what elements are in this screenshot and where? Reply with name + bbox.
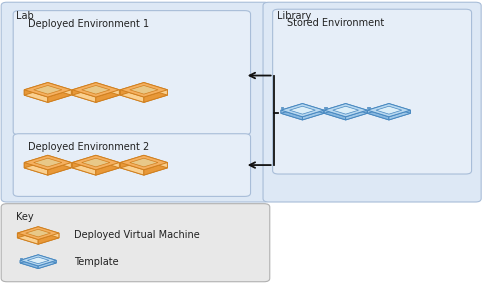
Polygon shape bbox=[367, 107, 410, 120]
Text: Stored Environment: Stored Environment bbox=[287, 18, 384, 28]
Polygon shape bbox=[72, 88, 120, 102]
Text: Lab: Lab bbox=[15, 11, 33, 21]
Polygon shape bbox=[367, 104, 410, 117]
Polygon shape bbox=[96, 162, 120, 175]
Polygon shape bbox=[48, 90, 71, 102]
Polygon shape bbox=[144, 162, 167, 175]
Polygon shape bbox=[24, 90, 48, 102]
Polygon shape bbox=[72, 155, 96, 168]
FancyBboxPatch shape bbox=[13, 11, 251, 135]
Polygon shape bbox=[96, 90, 120, 102]
Polygon shape bbox=[324, 104, 367, 117]
Polygon shape bbox=[72, 155, 120, 170]
Polygon shape bbox=[96, 83, 120, 95]
Polygon shape bbox=[121, 155, 144, 168]
Polygon shape bbox=[324, 110, 346, 120]
Bar bbox=[367, 107, 370, 108]
Polygon shape bbox=[281, 104, 324, 117]
Polygon shape bbox=[72, 161, 120, 175]
Polygon shape bbox=[24, 88, 71, 102]
Polygon shape bbox=[281, 107, 324, 120]
FancyBboxPatch shape bbox=[1, 2, 270, 202]
Polygon shape bbox=[20, 258, 56, 269]
Polygon shape bbox=[24, 155, 71, 170]
Polygon shape bbox=[48, 162, 71, 175]
Polygon shape bbox=[289, 106, 315, 114]
Polygon shape bbox=[130, 158, 158, 167]
Polygon shape bbox=[121, 83, 144, 95]
Polygon shape bbox=[17, 231, 59, 244]
Polygon shape bbox=[144, 155, 167, 168]
Polygon shape bbox=[72, 90, 96, 102]
Polygon shape bbox=[26, 229, 51, 237]
Polygon shape bbox=[17, 227, 38, 238]
FancyBboxPatch shape bbox=[13, 134, 251, 196]
Polygon shape bbox=[72, 83, 120, 97]
Polygon shape bbox=[376, 106, 402, 114]
Bar bbox=[324, 107, 327, 108]
Polygon shape bbox=[82, 85, 110, 94]
Polygon shape bbox=[121, 90, 144, 102]
Polygon shape bbox=[34, 85, 62, 94]
Polygon shape bbox=[72, 83, 96, 95]
Polygon shape bbox=[72, 162, 96, 175]
Polygon shape bbox=[324, 107, 367, 120]
Polygon shape bbox=[130, 85, 158, 94]
Polygon shape bbox=[24, 83, 71, 97]
FancyBboxPatch shape bbox=[1, 204, 270, 282]
Polygon shape bbox=[121, 161, 167, 175]
Polygon shape bbox=[389, 110, 410, 120]
Polygon shape bbox=[82, 158, 110, 167]
Polygon shape bbox=[24, 161, 71, 175]
Polygon shape bbox=[324, 104, 346, 113]
Polygon shape bbox=[389, 104, 410, 113]
Polygon shape bbox=[302, 110, 324, 120]
Polygon shape bbox=[346, 104, 367, 113]
Polygon shape bbox=[28, 257, 49, 264]
Bar bbox=[20, 258, 22, 259]
Polygon shape bbox=[20, 255, 38, 263]
Polygon shape bbox=[24, 83, 48, 95]
Polygon shape bbox=[121, 155, 167, 170]
Text: Deployed Environment 1: Deployed Environment 1 bbox=[28, 19, 149, 29]
Polygon shape bbox=[38, 227, 59, 238]
Polygon shape bbox=[20, 255, 56, 266]
Polygon shape bbox=[24, 162, 48, 175]
Polygon shape bbox=[48, 83, 71, 95]
Text: Deployed Environment 2: Deployed Environment 2 bbox=[28, 142, 149, 152]
Polygon shape bbox=[302, 104, 324, 113]
Polygon shape bbox=[367, 104, 389, 113]
Polygon shape bbox=[24, 155, 48, 168]
Text: Library: Library bbox=[277, 11, 312, 21]
Text: Deployed Virtual Machine: Deployed Virtual Machine bbox=[74, 230, 200, 240]
Polygon shape bbox=[281, 110, 302, 120]
Polygon shape bbox=[96, 155, 120, 168]
Polygon shape bbox=[121, 88, 167, 102]
Text: Template: Template bbox=[74, 257, 119, 267]
Polygon shape bbox=[346, 110, 367, 120]
Polygon shape bbox=[281, 104, 302, 113]
Polygon shape bbox=[20, 260, 38, 269]
Polygon shape bbox=[121, 162, 144, 175]
Polygon shape bbox=[38, 233, 59, 244]
Polygon shape bbox=[121, 83, 167, 97]
Polygon shape bbox=[38, 255, 56, 263]
Bar bbox=[281, 107, 284, 108]
FancyBboxPatch shape bbox=[263, 2, 481, 202]
Polygon shape bbox=[144, 83, 167, 95]
Polygon shape bbox=[34, 158, 62, 167]
FancyBboxPatch shape bbox=[272, 9, 471, 174]
Polygon shape bbox=[17, 227, 59, 239]
Polygon shape bbox=[38, 260, 56, 269]
Text: Key: Key bbox=[15, 212, 33, 222]
Polygon shape bbox=[48, 155, 71, 168]
Polygon shape bbox=[367, 110, 389, 120]
Polygon shape bbox=[144, 90, 167, 102]
Polygon shape bbox=[17, 233, 38, 244]
Polygon shape bbox=[333, 106, 359, 114]
